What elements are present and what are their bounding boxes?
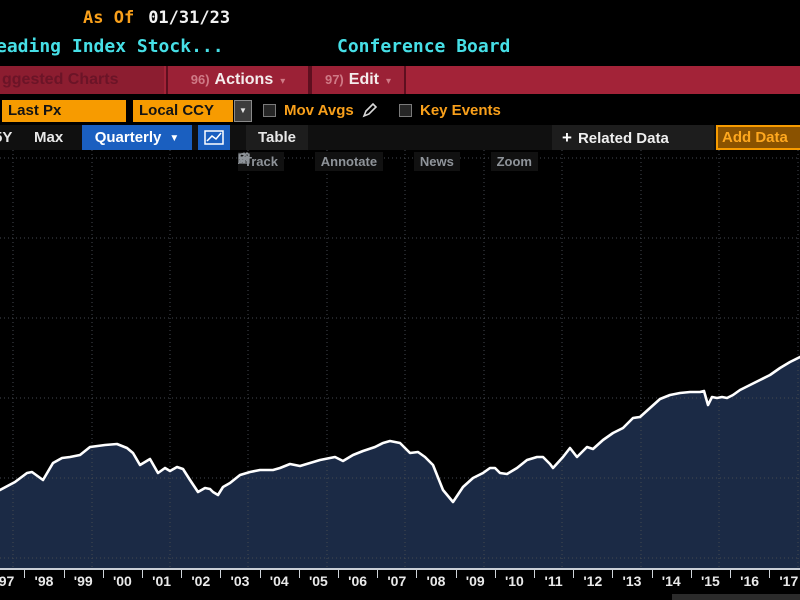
security-title: eading Index Stock... xyxy=(0,36,224,57)
zoom-label: Zoom xyxy=(496,154,532,169)
related-data-button[interactable]: + Related Data xyxy=(552,125,714,150)
field-bar: Last Px Local CCY ▼ Mov Avgs Key Events xyxy=(0,99,800,123)
currency-field[interactable]: Local CCY xyxy=(133,100,233,122)
edit-button[interactable]: 97) Edit ▾ xyxy=(310,66,406,94)
x-axis-tick xyxy=(612,570,614,578)
actions-button[interactable]: 96) Actions ▾ xyxy=(166,66,310,94)
frequency-dropdown[interactable]: Quarterly ▼ xyxy=(82,125,192,150)
x-axis-label: '98 xyxy=(34,573,54,589)
table-button[interactable]: Table xyxy=(246,125,308,150)
x-axis-label: '02 xyxy=(191,573,211,589)
x-axis-tick xyxy=(142,570,143,578)
x-axis-label: '13 xyxy=(622,573,642,589)
x-axis-label: '09 xyxy=(465,573,485,589)
zoom-icon xyxy=(238,152,250,164)
x-axis-label: '05 xyxy=(308,573,328,589)
actions-label: Actions xyxy=(214,71,274,88)
x-axis-label: '04 xyxy=(269,573,289,589)
range-5y-button[interactable]: 5Y xyxy=(0,129,13,146)
actions-dropdown-arrow-icon: ▾ xyxy=(280,76,286,87)
plus-icon: + xyxy=(562,128,572,147)
x-axis-label: '99 xyxy=(73,573,93,589)
mov-avgs-label[interactable]: Mov Avgs xyxy=(284,102,354,119)
currency-dropdown-arrow-icon[interactable]: ▼ xyxy=(234,100,252,122)
as-of-line: As Of 01/31/23 xyxy=(83,8,230,28)
zoom-button[interactable]: Zoom xyxy=(238,152,538,171)
x-axis-tick xyxy=(102,570,104,578)
chart-toolbar: Track Annotate News Zoom xyxy=(238,152,538,171)
news-label: News xyxy=(419,154,454,169)
line-chart-icon xyxy=(204,130,224,145)
x-axis-label: '00 xyxy=(112,573,132,589)
x-axis-label: '17 xyxy=(779,573,799,589)
edit-shortcut: 97) xyxy=(324,72,344,87)
x-axis-tick xyxy=(455,570,457,578)
x-axis-label: '12 xyxy=(583,573,603,589)
as-of-date: 01/31/23 xyxy=(148,8,231,28)
as-of-label: As Of xyxy=(83,8,135,28)
annotate-label: Annotate xyxy=(320,154,378,169)
range-max-button[interactable]: Max xyxy=(34,129,64,146)
x-axis-tick xyxy=(298,570,300,578)
price-field[interactable]: Last Px xyxy=(2,100,126,122)
chart-plot xyxy=(0,150,800,568)
x-axis-label: '01 xyxy=(152,573,172,589)
track-label: Track xyxy=(244,154,278,169)
related-data-label: Related Data xyxy=(577,130,669,147)
key-events-checkbox[interactable] xyxy=(399,104,412,117)
x-axis-tick xyxy=(769,570,771,578)
x-axis-label: '03 xyxy=(230,573,250,589)
x-axis-label: '15 xyxy=(700,573,720,589)
annotate-button[interactable]: Annotate xyxy=(238,152,384,171)
area-fill xyxy=(0,357,800,568)
x-axis-label: '16 xyxy=(740,573,760,589)
x-axis: '97 '98 '99 '00 '01 '02 '03 '04 '05 '06 '07 '08 '09 '… xyxy=(0,568,800,594)
mov-avgs-checkbox[interactable] xyxy=(263,104,276,117)
x-axis-label: '06 xyxy=(348,573,368,589)
title-line: eading Index Stock... Conference Board xyxy=(0,36,800,62)
x-axis-tick xyxy=(573,570,575,578)
menu-bar: ggested Charts 96) Actions ▾ 97) Edit ▾ xyxy=(0,66,800,94)
gridlines xyxy=(0,150,800,568)
period-bar: 5Y Max Quarterly ▼ Table + Related Data Ad… xyxy=(0,125,800,150)
x-axis-tick xyxy=(24,570,26,578)
x-axis-tick xyxy=(220,570,222,578)
x-axis-tick xyxy=(534,570,535,578)
add-data-field[interactable]: Add Data xyxy=(716,125,800,150)
x-axis-label: '08 xyxy=(426,573,446,589)
suggested-charts-button[interactable]: ggested Charts xyxy=(0,66,164,94)
x-axis-tick xyxy=(63,570,65,578)
edit-dropdown-arrow-icon: ▾ xyxy=(385,76,392,87)
bottom-right-partial-element xyxy=(672,594,800,600)
pencil-icon[interactable] xyxy=(362,102,378,123)
frequency-arrow-icon: ▼ xyxy=(169,133,180,144)
x-axis-label: '97 xyxy=(0,573,15,589)
chart-canvas[interactable]: Track Annotate News Zoom xyxy=(0,150,800,568)
frequency-label: Quarterly xyxy=(94,129,162,146)
x-axis-label: '14 xyxy=(661,573,681,589)
x-axis-label: '10 xyxy=(504,573,524,589)
key-events-label[interactable]: Key Events xyxy=(420,102,501,119)
x-axis-label: '11 xyxy=(544,573,563,589)
source-label: Conference Board xyxy=(337,36,511,57)
news-button[interactable]: News xyxy=(238,152,460,171)
actions-shortcut: 96) xyxy=(190,72,210,87)
price-line xyxy=(0,355,800,504)
x-axis-tick xyxy=(730,570,731,578)
x-axis-tick xyxy=(181,570,183,578)
x-axis-tick xyxy=(651,570,653,578)
x-axis-tick xyxy=(377,570,379,578)
x-axis-label: '07 xyxy=(387,573,407,589)
chart-type-button[interactable] xyxy=(198,125,230,150)
x-axis-tick xyxy=(416,570,418,578)
x-axis-tick xyxy=(494,570,496,578)
x-axis-tick xyxy=(690,570,692,578)
x-axis-tick xyxy=(338,570,339,578)
x-axis-tick xyxy=(259,570,261,578)
edit-label: Edit xyxy=(348,71,379,88)
